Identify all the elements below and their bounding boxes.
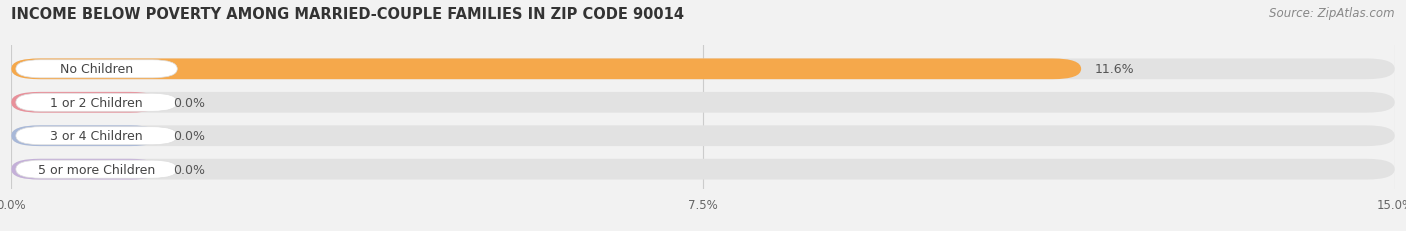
FancyBboxPatch shape	[15, 127, 177, 145]
FancyBboxPatch shape	[11, 59, 1395, 80]
Text: 3 or 4 Children: 3 or 4 Children	[51, 130, 143, 143]
Text: 0.0%: 0.0%	[173, 96, 205, 109]
FancyBboxPatch shape	[11, 159, 159, 180]
Text: No Children: No Children	[60, 63, 134, 76]
Text: 0.0%: 0.0%	[173, 163, 205, 176]
FancyBboxPatch shape	[11, 92, 1395, 113]
FancyBboxPatch shape	[15, 94, 177, 112]
Text: 1 or 2 Children: 1 or 2 Children	[51, 96, 143, 109]
Text: Source: ZipAtlas.com: Source: ZipAtlas.com	[1270, 7, 1395, 20]
FancyBboxPatch shape	[11, 159, 1395, 180]
FancyBboxPatch shape	[11, 126, 1395, 146]
FancyBboxPatch shape	[11, 59, 1081, 80]
FancyBboxPatch shape	[11, 126, 159, 146]
FancyBboxPatch shape	[15, 61, 177, 79]
FancyBboxPatch shape	[11, 92, 159, 113]
Text: 0.0%: 0.0%	[173, 130, 205, 143]
FancyBboxPatch shape	[15, 161, 177, 178]
Text: INCOME BELOW POVERTY AMONG MARRIED-COUPLE FAMILIES IN ZIP CODE 90014: INCOME BELOW POVERTY AMONG MARRIED-COUPL…	[11, 7, 685, 22]
Text: 11.6%: 11.6%	[1095, 63, 1135, 76]
Text: 5 or more Children: 5 or more Children	[38, 163, 155, 176]
